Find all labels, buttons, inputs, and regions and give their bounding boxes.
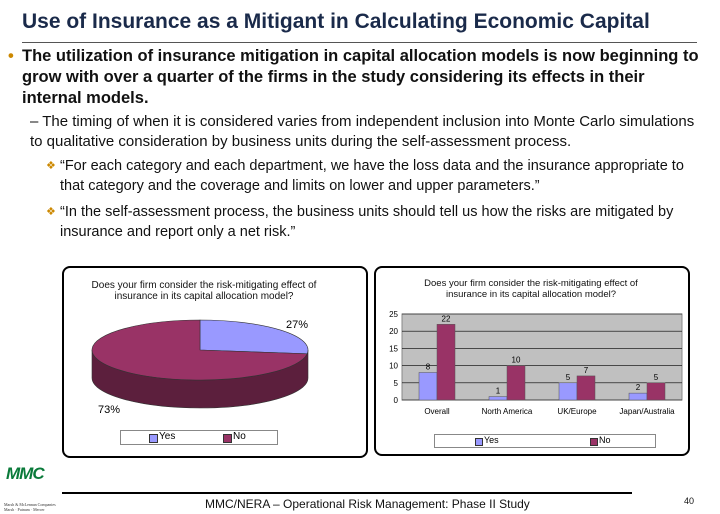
x-tick-label: Overall <box>424 407 450 416</box>
bar-yes <box>628 392 648 401</box>
pie-chart-panel: Does your firm consider the risk-mitigat… <box>62 266 368 458</box>
logo-line2: Marsh · Putnam · Mercer <box>4 507 45 512</box>
y-tick-label: 0 <box>394 396 399 405</box>
legend-label-yes: Yes <box>159 431 176 442</box>
bullet-icon: • <box>8 47 14 65</box>
bar-yes <box>418 372 438 401</box>
data-label: 1 <box>496 387 501 396</box>
data-label: 22 <box>442 314 451 323</box>
pie-label-yes: 27% <box>286 319 308 331</box>
pie-chart-title: Does your firm consider the risk-mitigat… <box>91 280 317 302</box>
pie-chart: 27% 73% <box>91 319 309 416</box>
footer-rule <box>62 492 632 494</box>
y-tick-label: 25 <box>389 310 398 319</box>
title-divider <box>22 42 697 43</box>
bar-no <box>646 382 666 401</box>
bar-legend: Yes No <box>434 434 656 448</box>
sub-bullet: – The timing of when it is considered va… <box>30 112 710 152</box>
bar-yes <box>488 396 508 401</box>
y-tick-label: 20 <box>389 327 398 336</box>
quote-bullet: ❖ “For each category and each department,… <box>46 156 700 196</box>
data-label: 7 <box>584 366 589 375</box>
bar-chart-title: Does your firm consider the risk-mitigat… <box>424 278 638 300</box>
data-label: 2 <box>636 383 641 392</box>
mmc-logo: MMC <box>6 464 45 483</box>
logo-line1: Marsh & McLennan Companies <box>4 502 56 507</box>
legend-swatch-yes <box>475 438 483 446</box>
y-tick-label: 5 <box>394 379 399 388</box>
y-tick-label: 10 <box>389 362 398 371</box>
diamond-icon: ❖ <box>46 160 56 172</box>
sub-bullet-text: The timing of when it is considered vari… <box>30 113 695 150</box>
bar-no <box>576 375 596 401</box>
legend-label-no: No <box>599 435 611 445</box>
data-label: 5 <box>654 373 659 382</box>
slide-title: Use of Insurance as a Mitigant in Calcul… <box>22 10 650 33</box>
bar-no <box>506 365 526 401</box>
bar-no <box>436 324 456 401</box>
x-tick-label: North America <box>482 407 533 416</box>
legend-swatch-yes <box>149 434 158 443</box>
pie-slice-no <box>91 319 308 381</box>
x-tick-label: UK/Europe <box>557 407 597 416</box>
legend-label-yes: Yes <box>484 435 499 445</box>
legend-label-no: No <box>233 431 246 442</box>
pie-label-no: 73% <box>98 404 120 416</box>
data-label: 5 <box>566 373 571 382</box>
legend-swatch-no <box>223 434 232 443</box>
bar-yes <box>558 382 578 401</box>
bar-chart-panel: Does your firm consider the risk-mitigat… <box>374 266 690 456</box>
data-label: 8 <box>426 362 431 371</box>
main-bullet: • The utilization of insurance mitigation… <box>8 46 702 109</box>
main-bullet-text: The utilization of insurance mitigation … <box>22 47 699 107</box>
quote-text: “In the self-assessment process, the bus… <box>60 204 674 240</box>
pie-slice-yes <box>199 319 309 355</box>
footer-text: MMC/NERA – Operational Risk Management: … <box>205 497 530 511</box>
diamond-icon: ❖ <box>46 206 56 218</box>
dash-icon: – <box>30 113 43 130</box>
quote-text: “For each category and each department, … <box>60 158 684 194</box>
legend-swatch-no <box>590 438 598 446</box>
quote-bullet: ❖ “In the self-assessment process, the bu… <box>46 202 700 242</box>
pie-legend: Yes No <box>120 430 278 445</box>
y-tick-label: 15 <box>389 344 398 353</box>
x-tick-label: Japan/Australia <box>619 407 675 416</box>
data-label: 10 <box>512 356 521 365</box>
page-number: 40 <box>684 496 695 506</box>
